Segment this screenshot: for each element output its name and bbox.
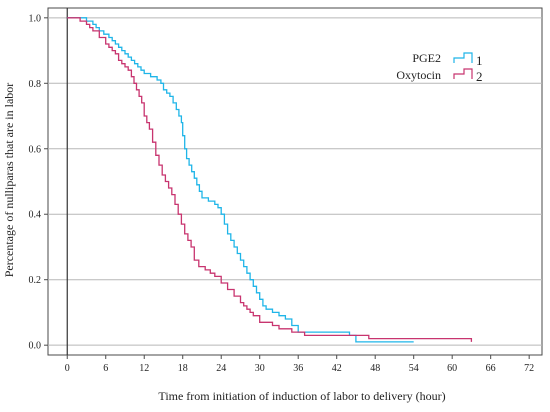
x-tick-label: 24 <box>216 363 226 374</box>
x-tick-label: 12 <box>139 363 149 374</box>
y-tick-label: 0.2 <box>29 275 42 286</box>
legend-number-oxytocin: 2 <box>476 69 483 84</box>
x-tick-label: 60 <box>447 363 457 374</box>
series-line-pge2 <box>67 17 414 343</box>
axes <box>44 8 530 359</box>
x-tick-label: 42 <box>332 363 342 374</box>
x-tick-label: 66 <box>486 363 496 374</box>
x-tick-label: 30 <box>255 363 265 374</box>
x-tick-label: 54 <box>409 363 419 374</box>
y-tick-label: 0.4 <box>29 210 42 221</box>
x-tick-label: 36 <box>293 363 303 374</box>
x-tick-label: 0 <box>65 363 70 374</box>
y-tick-label: 0.6 <box>29 144 42 155</box>
legend-label-oxytocin: Oxytocin <box>396 68 441 82</box>
legend-swatch-pge2 <box>453 52 473 63</box>
x-tick-label: 18 <box>178 363 188 374</box>
legend: PGE2 1 Oxytocin 2 <box>396 51 482 84</box>
x-axis-label: Time from initiation of induction of lab… <box>158 389 445 403</box>
y-tick-label: 0.8 <box>29 79 42 90</box>
gridlines <box>48 17 542 346</box>
legend-number-pge2: 1 <box>476 53 483 68</box>
legend-swatch-oxytocin <box>453 68 473 79</box>
x-tick-label: 48 <box>370 363 380 374</box>
series-line-oxytocin <box>67 17 473 342</box>
series-group <box>67 17 473 343</box>
tick-labels: 0.0 0.2 0.4 0.6 0.8 1.0 0 6 12 18 24 30 36 42 48 54 60 66… <box>29 13 535 374</box>
x-tick-label: 6 <box>103 363 108 374</box>
y-tick-label: 0.0 <box>29 341 42 352</box>
y-tick-label: 1.0 <box>29 13 42 24</box>
x-tick-label: 72 <box>524 363 534 374</box>
y-axis-label: Percentage of nulliparas that are in lab… <box>2 83 16 278</box>
plot-area <box>47 7 543 356</box>
legend-label-pge2: PGE2 <box>412 51 441 65</box>
